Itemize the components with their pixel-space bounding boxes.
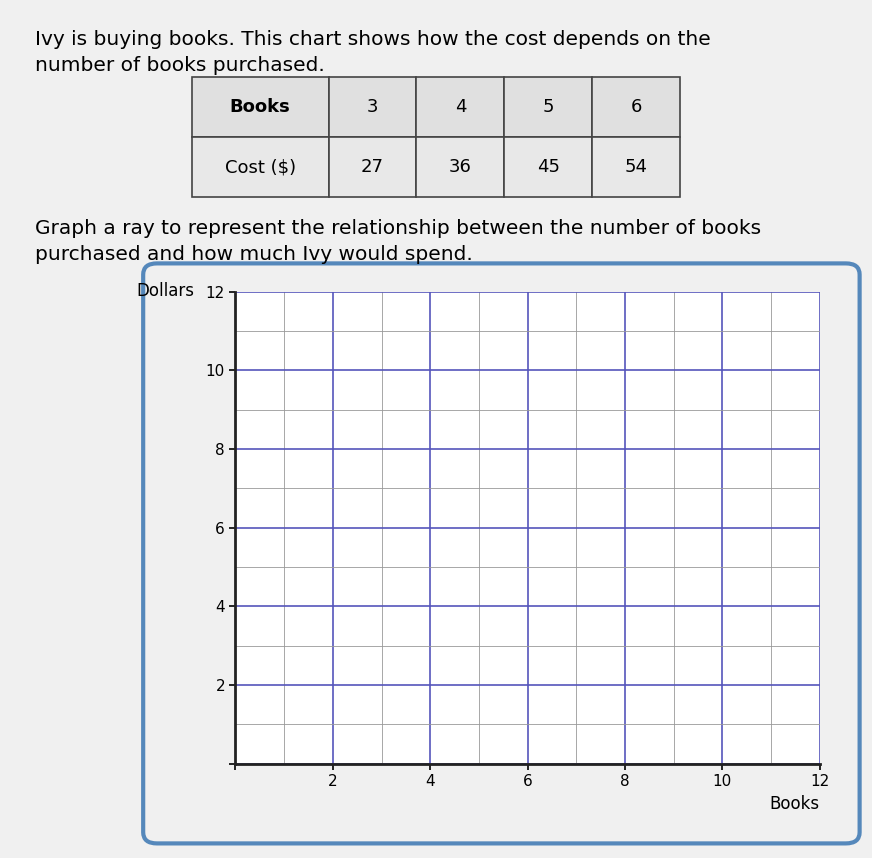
Bar (504, 137, 592, 197)
Bar (592, 137, 680, 197)
Bar (329, 77, 417, 137)
Text: 36: 36 (449, 159, 472, 176)
Bar (192, 137, 329, 197)
X-axis label: Books: Books (770, 795, 820, 813)
Text: 5: 5 (542, 99, 554, 116)
Text: 54: 54 (624, 159, 648, 176)
Text: Graph a ray to represent the relationship between the number of books: Graph a ray to represent the relationshi… (35, 219, 761, 238)
Y-axis label: Dollars: Dollars (137, 282, 194, 300)
Text: Books: Books (230, 99, 290, 116)
Text: Cost ($): Cost ($) (225, 159, 296, 176)
FancyBboxPatch shape (143, 263, 860, 843)
Text: 27: 27 (361, 159, 384, 176)
Bar (192, 77, 329, 137)
Bar (329, 137, 417, 197)
Text: purchased and how much Ivy would spend.: purchased and how much Ivy would spend. (35, 245, 473, 263)
Text: 4: 4 (454, 99, 467, 116)
Bar (504, 77, 592, 137)
Text: Ivy is buying books. This chart shows how the cost depends on the: Ivy is buying books. This chart shows ho… (35, 30, 711, 49)
Text: number of books purchased.: number of books purchased. (35, 56, 324, 75)
Bar (417, 137, 504, 197)
Bar (592, 77, 680, 137)
Text: 45: 45 (537, 159, 560, 176)
Bar (417, 77, 504, 137)
Text: 3: 3 (367, 99, 378, 116)
Text: 6: 6 (630, 99, 642, 116)
